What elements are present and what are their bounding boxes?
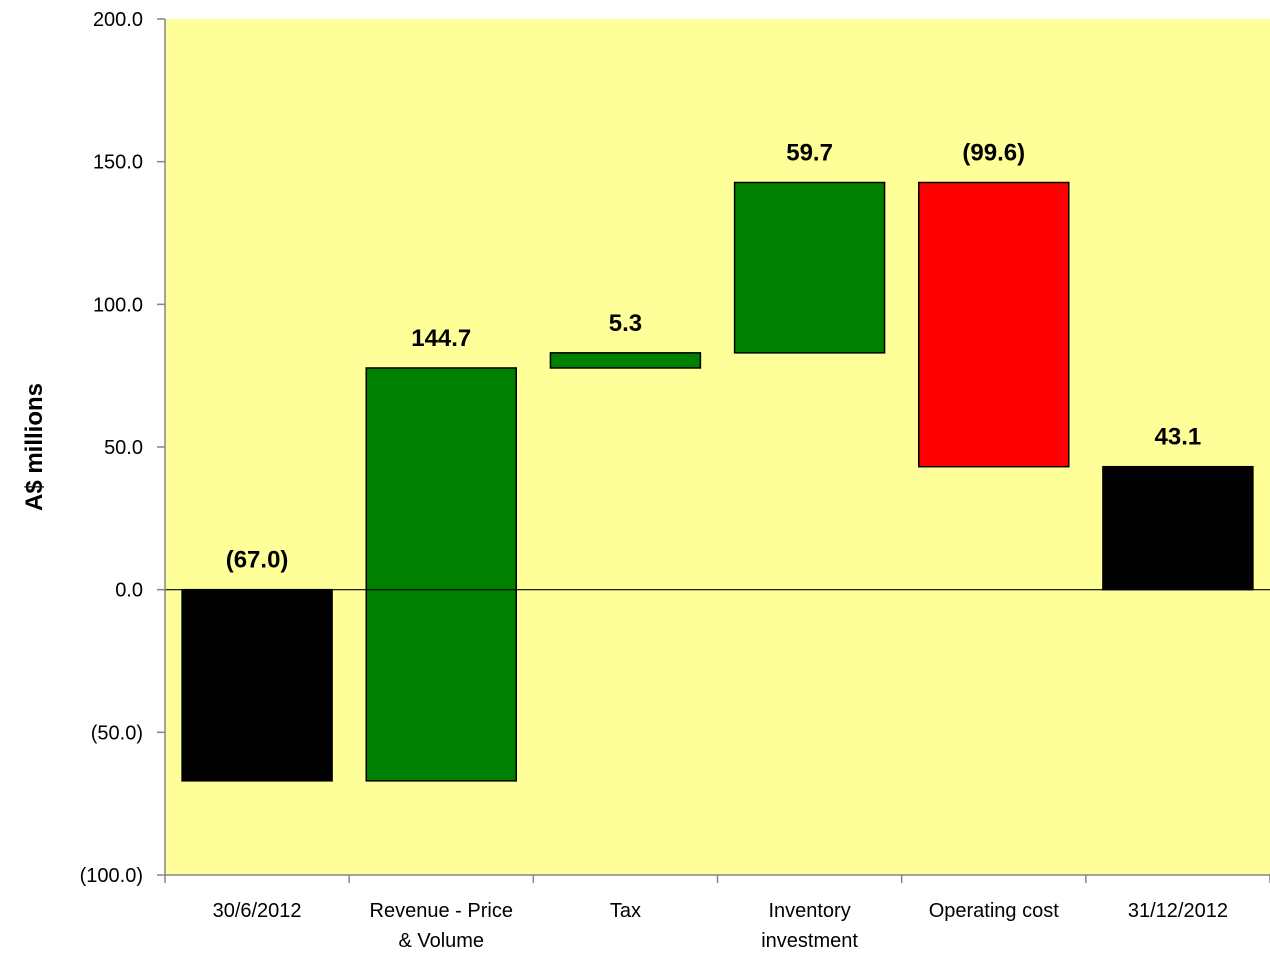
bar-5 xyxy=(1102,465,1254,591)
data-label-3: 59.7 xyxy=(786,139,833,166)
x-category-label-5-0: 31/12/2012 xyxy=(1128,900,1228,922)
y-axis-title: A$ millions xyxy=(21,383,48,511)
data-labels-group: (67.0) 144.7 5.3 59.7 (99.6) 43.1 xyxy=(226,139,1202,573)
y-tick-label-1: 150.0 xyxy=(93,152,143,174)
bar-0 xyxy=(181,588,333,782)
plot-area xyxy=(165,19,1270,875)
y-tick-label-6: (100.0) xyxy=(80,865,143,887)
x-category-label-0-0: 30/6/2012 xyxy=(213,900,302,922)
y-axis-ticks: 200.0 150.0 100.0 50.0 0.0 (50.0) (100.0) xyxy=(80,9,165,887)
x-category-label-3-0: Inventory xyxy=(768,900,850,922)
x-axis-ticks: 30/6/2012 Revenue - Price & Volume Tax Inven… xyxy=(164,875,1270,952)
data-label-1: 144.7 xyxy=(411,325,471,352)
data-label-5: 43.1 xyxy=(1155,424,1202,451)
x-category-label-1-1: & Volume xyxy=(398,930,484,952)
bars-group xyxy=(181,181,1254,782)
x-category-label-3-1: investment xyxy=(761,930,858,952)
y-tick-label-3: 50.0 xyxy=(104,437,143,459)
x-category-label-1-0: Revenue - Price xyxy=(370,900,513,922)
y-tick-label-2: 100.0 xyxy=(93,294,143,316)
x-category-label-2-0: Tax xyxy=(610,900,641,922)
data-label-2: 5.3 xyxy=(609,310,642,337)
bar-3 xyxy=(733,181,886,354)
y-tick-label-0: 200.0 xyxy=(93,9,143,31)
bar-1 xyxy=(365,367,517,782)
data-label-4: (99.6) xyxy=(962,139,1025,166)
y-tick-label-5: (50.0) xyxy=(91,722,143,744)
y-tick-label-4: 0.0 xyxy=(115,580,143,602)
bar-2 xyxy=(549,352,702,369)
x-category-label-4-0: Operating cost xyxy=(929,900,1060,922)
data-label-0: (67.0) xyxy=(226,547,289,574)
bar-4 xyxy=(918,181,1070,468)
